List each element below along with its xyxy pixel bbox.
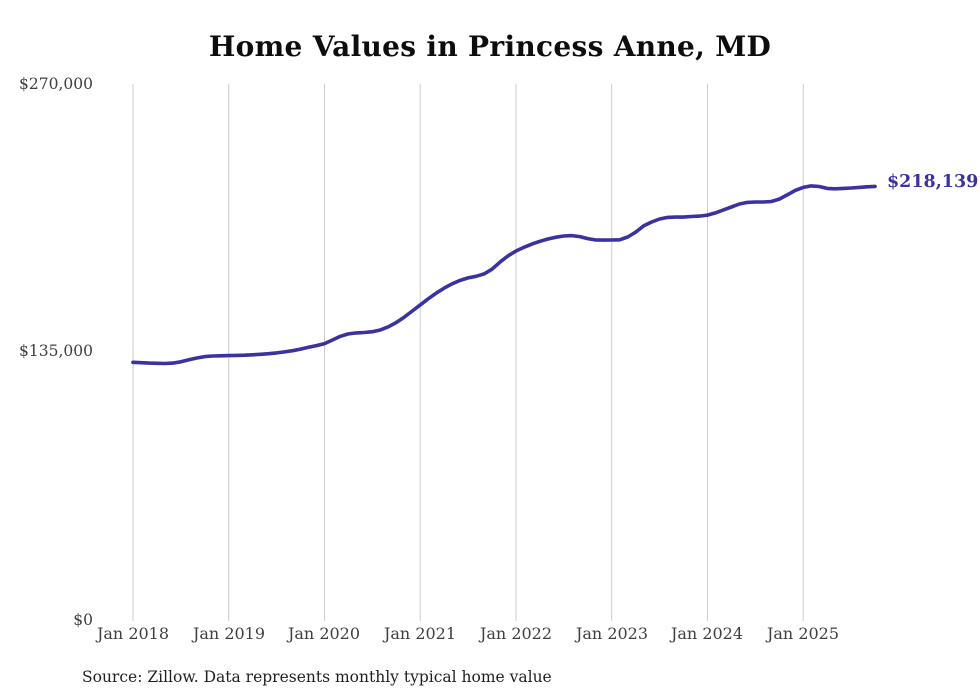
x-axis-tick-label: Jan 2020 (287, 624, 361, 643)
y-axis-tick-label: $135,000 (19, 342, 93, 360)
x-axis-tick-label: Jan 2024 (670, 624, 744, 643)
x-axis-tick-label: Jan 2023 (575, 624, 649, 643)
value-line (131, 184, 877, 366)
current-value-label: $218,139 (887, 172, 979, 192)
y-axis-tick-label: $0 (73, 611, 93, 629)
x-axis-tick-label: Jan 2022 (479, 624, 553, 643)
source-note: Source: Zillow. Data represents monthly … (82, 668, 552, 686)
y-axis-tick-label: $270,000 (19, 75, 93, 93)
x-axis-tick-label: Jan 2018 (96, 624, 170, 643)
chart-title: Home Values in Princess Anne, MD (208, 30, 772, 63)
x-axis-tick-label: Jan 2021 (383, 624, 457, 643)
x-axis-tick-label: Jan 2019 (192, 624, 266, 643)
x-axis-tick-label: Jan 2025 (766, 624, 840, 643)
